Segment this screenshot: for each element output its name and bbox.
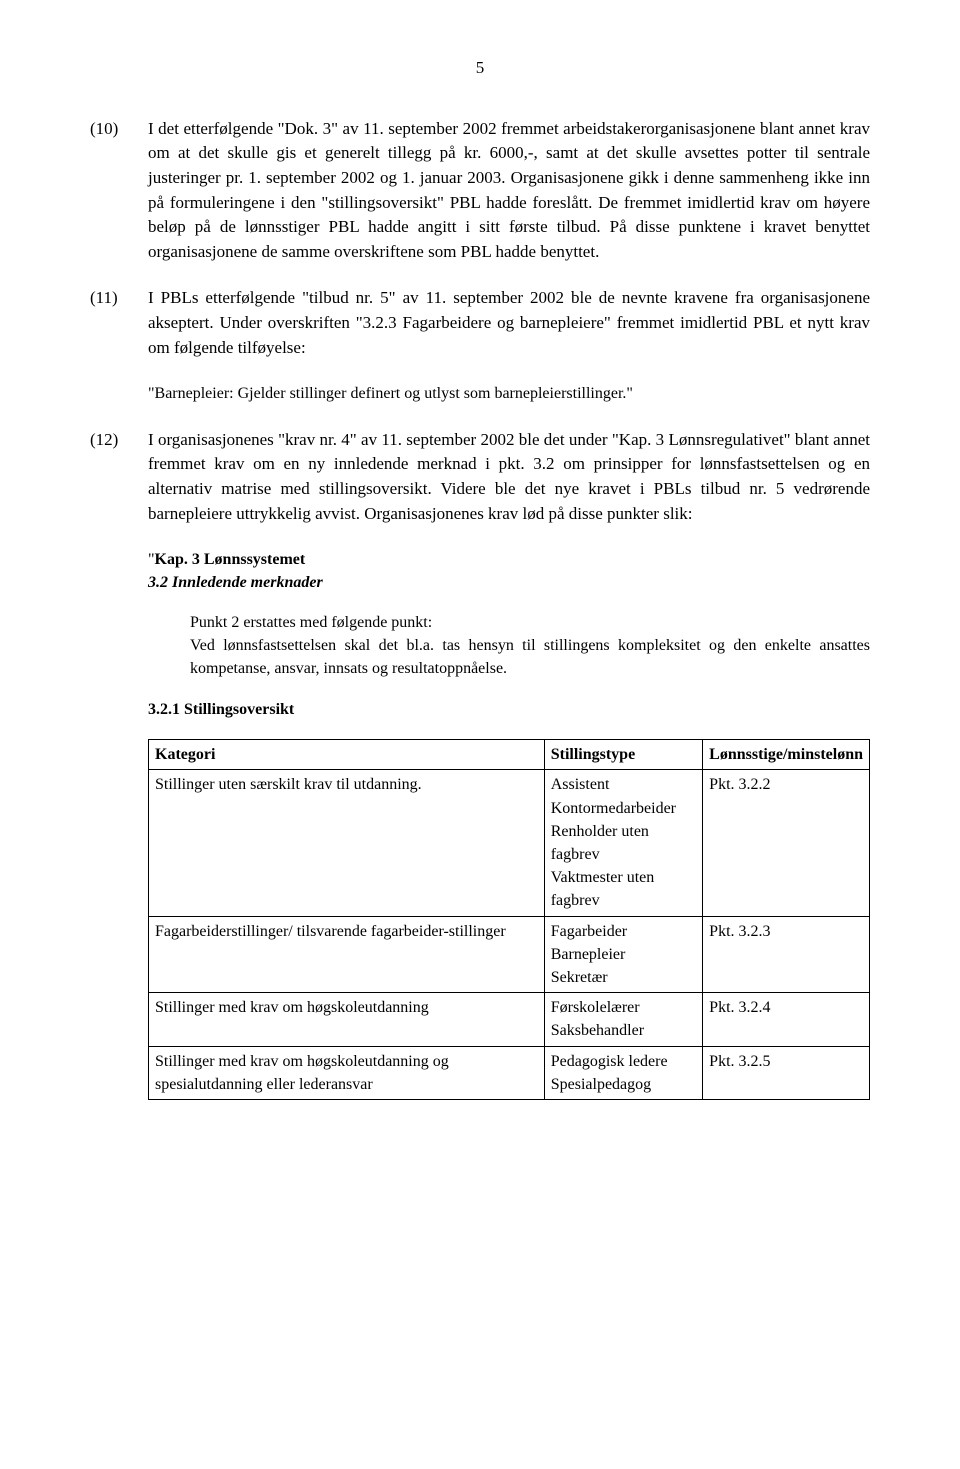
table-row: Stillinger uten særskilt krav til utdann…	[149, 770, 870, 916]
table-row: Stillinger med krav om høgskoleutdanning…	[149, 1046, 870, 1099]
table-row: Fagarbeiderstillinger/ tilsvarende fagar…	[149, 916, 870, 993]
col-kategori: Kategori	[149, 740, 545, 770]
kap-line1: Kap. 3 Lønnssystemet	[155, 551, 306, 568]
stillingsoversikt-table: Kategori Stillingstype Lønnsstige/minste…	[148, 739, 870, 1100]
punkt2-line2: Ved lønnsfastsettelsen skal det bl.a. ta…	[190, 637, 870, 677]
cell: Pedagogisk ledereSpesialpedagog	[544, 1046, 702, 1099]
table-row: Stillinger med krav om høgskoleutdanning…	[149, 993, 870, 1046]
cell: FagarbeiderBarnepleierSekretær	[544, 916, 702, 993]
paragraph-12: (12) I organisasjonenes "krav nr. 4" av …	[90, 428, 870, 527]
paragraph-11: (11) I PBLs etterfølgende "tilbud nr. 5"…	[90, 286, 870, 360]
cell: Pkt. 3.2.2	[703, 770, 870, 916]
cell: Pkt. 3.2.3	[703, 916, 870, 993]
col-stillingstype: Stillingstype	[544, 740, 702, 770]
para-num: (10)	[90, 117, 148, 265]
cell: FørskolelærerSaksbehandler	[544, 993, 702, 1046]
kap-heading: "Kap. 3 Lønnssystemet 3.2 Innledende mer…	[148, 548, 870, 594]
col-lonn: Lønnsstige/minstelønn	[703, 740, 870, 770]
punkt2-block: Punkt 2 erstattes med følgende punkt: Ve…	[190, 611, 870, 681]
para-body: I organisasjonenes "krav nr. 4" av 11. s…	[148, 428, 870, 527]
cell: Fagarbeiderstillinger/ tilsvarende fagar…	[149, 916, 545, 993]
table-header-row: Kategori Stillingstype Lønnsstige/minste…	[149, 740, 870, 770]
cell: Stillinger med krav om høgskoleutdanning…	[149, 1046, 545, 1099]
page-number: 5	[90, 56, 870, 81]
para-num: (12)	[90, 428, 148, 527]
kap-line2: 3.2 Innledende merknader	[148, 574, 323, 591]
table-heading: 3.2.1 Stillingsoversikt	[148, 698, 870, 721]
cell: Stillinger med krav om høgskoleutdanning	[149, 993, 545, 1046]
quote-11: "Barnepleier: Gjelder stillinger definer…	[148, 382, 870, 405]
cell: Stillinger uten særskilt krav til utdann…	[149, 770, 545, 916]
cell: Pkt. 3.2.5	[703, 1046, 870, 1099]
cell: AssistentKontormedarbeiderRenholder uten…	[544, 770, 702, 916]
paragraph-10: (10) I det etterfølgende "Dok. 3" av 11.…	[90, 117, 870, 265]
cell: Pkt. 3.2.4	[703, 993, 870, 1046]
para-num: (11)	[90, 286, 148, 360]
para-body: I det etterfølgende "Dok. 3" av 11. sept…	[148, 117, 870, 265]
punkt2-line1: Punkt 2 erstattes med følgende punkt:	[190, 614, 432, 631]
para-body: I PBLs etterfølgende "tilbud nr. 5" av 1…	[148, 286, 870, 360]
